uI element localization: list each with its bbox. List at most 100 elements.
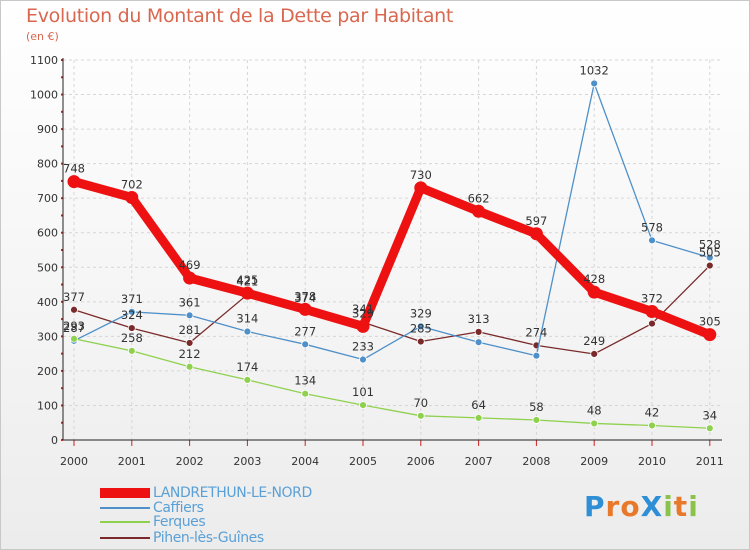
- x-tick-label: 2006: [407, 455, 435, 468]
- legend-item-caffiers[interactable]: Caffiers: [100, 500, 360, 516]
- data-point-ferques: [185, 362, 194, 371]
- y-minor-tick: [61, 318, 63, 321]
- series-line-landrethun-le-nord: [69, 177, 715, 340]
- data-point-landrethun-le-nord: [587, 285, 601, 299]
- logo-letter: X: [640, 490, 664, 523]
- y-tick-label: 0: [51, 434, 58, 447]
- data-label-ferques: 58: [529, 400, 544, 414]
- data-label-landrethun-le-nord: 425: [236, 273, 258, 287]
- y-tick-label: 500: [37, 261, 58, 274]
- series-line-pihen-l-s-gu-nes: [73, 264, 711, 355]
- y-minor-tick: [61, 369, 63, 372]
- data-label-landrethun-le-nord: 305: [699, 315, 721, 329]
- data-point-ferques: [127, 346, 136, 355]
- data-label-ferques: 258: [121, 331, 143, 345]
- data-label-landrethun-le-nord: 378: [294, 289, 316, 303]
- data-label-caffiers: 233: [352, 340, 374, 354]
- data-label-pihen-l-s-gu-nes: 324: [121, 308, 143, 322]
- y-tick-label: 1100: [30, 54, 58, 67]
- data-label-landrethun-le-nord: 469: [179, 258, 201, 272]
- data-point-caffiers: [416, 322, 425, 331]
- data-point-caffiers: [590, 79, 599, 88]
- data-label-ferques: 70: [413, 396, 428, 410]
- y-minor-tick: [61, 387, 63, 390]
- data-point-landrethun-le-nord: [703, 328, 717, 342]
- data-point-caffiers: [705, 253, 714, 262]
- logo-letter: t: [673, 490, 689, 523]
- data-label-pihen-l-s-gu-nes: 421: [236, 275, 258, 289]
- data-label-ferques: 34: [702, 408, 717, 422]
- legend-swatch-ferques: [100, 521, 150, 523]
- legend-label-caffiers: Caffiers: [153, 500, 204, 516]
- data-point-caffiers: [474, 338, 483, 347]
- data-label-ferques: 293: [63, 319, 85, 333]
- data-label-landrethun-le-nord: 702: [121, 177, 143, 191]
- data-point-pihen-l-s-gu-nes: [590, 350, 599, 358]
- y-tick-label: 1000: [30, 89, 58, 102]
- y-minor-tick: [61, 231, 63, 234]
- data-point-caffiers: [359, 355, 367, 364]
- data-label-landrethun-le-nord: 428: [583, 272, 605, 286]
- x-tick-label: 2003: [233, 455, 261, 468]
- data-label-pihen-l-s-gu-nes: 249: [583, 334, 605, 348]
- data-label-landrethun-le-nord: 730: [410, 168, 432, 182]
- data-label-pihen-l-s-gu-nes: 274: [525, 325, 547, 339]
- y-minor-tick: [61, 352, 63, 355]
- y-minor-tick: [61, 162, 63, 165]
- data-label-caffiers: 528: [699, 238, 721, 252]
- y-minor-tick: [61, 179, 63, 182]
- y-tick-label: 100: [37, 399, 58, 412]
- data-point-landrethun-le-nord: [356, 319, 370, 333]
- logo-letter: P: [584, 490, 606, 523]
- legend-swatch-landrethun: [100, 488, 150, 498]
- logo-letter: o: [620, 490, 641, 523]
- data-point-ferques: [648, 421, 656, 430]
- logo-letter: i: [663, 490, 674, 523]
- data-point-caffiers: [648, 236, 656, 245]
- data-label-caffiers: 578: [641, 220, 663, 234]
- data-point-pihen-l-s-gu-nes: [705, 261, 714, 270]
- y-minor-tick: [61, 404, 63, 407]
- data-point-caffiers: [243, 327, 252, 336]
- y-tick-label: 600: [37, 227, 58, 240]
- data-point-landrethun-le-nord: [240, 286, 254, 300]
- x-tick-label: 2011: [696, 455, 724, 468]
- x-tick-label: 2005: [349, 455, 377, 468]
- data-point-pihen-l-s-gu-nes: [70, 305, 78, 314]
- data-label-pihen-l-s-gu-nes: 281: [179, 323, 201, 337]
- y-tick-label: 400: [37, 296, 58, 309]
- legend-label-ferques: Ferques: [153, 514, 206, 530]
- data-label-ferques: 174: [236, 360, 258, 374]
- legend-item-pihen[interactable]: Pihen-lès-Guînes: [100, 530, 360, 546]
- data-label-ferques: 212: [179, 347, 201, 361]
- data-label-caffiers: 277: [294, 324, 316, 338]
- data-label-ferques: 42: [645, 405, 660, 419]
- data-point-ferques: [243, 375, 252, 384]
- legend-swatch-pihen: [100, 537, 150, 539]
- x-tick-label: 2000: [60, 455, 88, 468]
- y-minor-tick: [61, 110, 63, 113]
- y-tick-label: 300: [37, 330, 58, 343]
- data-point-caffiers: [301, 340, 310, 349]
- data-point-landrethun-le-nord: [125, 190, 139, 204]
- y-minor-tick: [61, 300, 63, 303]
- data-point-ferques: [474, 413, 483, 422]
- data-label-ferques: 134: [294, 374, 316, 388]
- y-tick-label: 200: [37, 365, 58, 378]
- data-label-pihen-l-s-gu-nes: 374: [294, 291, 316, 305]
- legend-item-ferques[interactable]: Ferques: [100, 514, 360, 530]
- data-point-ferques: [301, 389, 310, 398]
- data-label-ferques: 64: [471, 398, 486, 412]
- data-label-caffiers: 1032: [580, 63, 609, 77]
- data-label-landrethun-le-nord: 329: [352, 306, 374, 320]
- y-minor-tick: [61, 93, 63, 96]
- data-point-landrethun-le-nord: [298, 302, 312, 316]
- y-minor-tick: [61, 439, 63, 441]
- data-label-caffiers: 329: [410, 306, 432, 320]
- proxiti-logo: ProXiti: [584, 490, 699, 523]
- legend-item-landrethun[interactable]: LANDRETHUN-LE-NORD: [100, 485, 360, 501]
- data-label-landrethun-le-nord: 748: [63, 162, 85, 176]
- data-point-ferques: [359, 401, 367, 410]
